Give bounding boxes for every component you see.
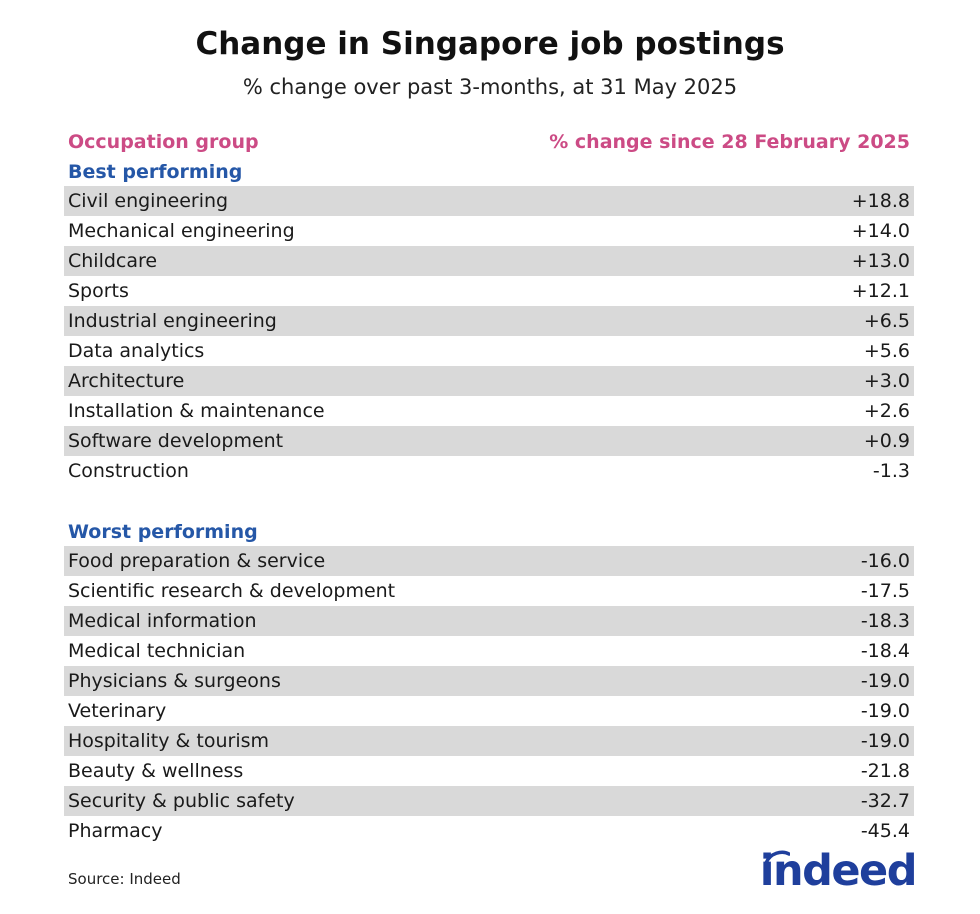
section-title: Best performing — [68, 161, 243, 183]
table-body: Best performing Civil engineering +18.8 Mec… — [64, 158, 914, 846]
indeed-logo: indeed — [760, 846, 918, 896]
table-row: Physicians & surgeons -19.0 — [64, 666, 914, 696]
table-row: Scientific research & development -17.5 — [64, 576, 914, 606]
row-label: Software development — [68, 430, 284, 452]
row-value: -19.0 — [860, 730, 910, 752]
row-value: -16.0 — [860, 550, 910, 572]
row-value: +14.0 — [851, 220, 910, 242]
table-row: Construction -1.3 — [64, 456, 914, 486]
row-value: -19.0 — [860, 700, 910, 722]
table-row: Data analytics +5.6 — [64, 336, 914, 366]
table-row: Food preparation & service -16.0 — [64, 546, 914, 576]
row-value: +13.0 — [851, 250, 910, 272]
table-row: Civil engineering +18.8 — [64, 186, 914, 216]
row-label: Sports — [68, 280, 129, 302]
chart-subtitle: % change over past 3-months, at 31 May 2… — [242, 75, 738, 99]
row-label: Veterinary — [68, 700, 167, 722]
row-label: Pharmacy — [68, 820, 163, 842]
row-label: Childcare — [68, 250, 158, 272]
chart-title: Change in Singapore job postings — [195, 26, 785, 62]
source-note: Source: Indeed — [68, 870, 181, 888]
row-label: Construction — [68, 460, 189, 482]
row-value: +18.8 — [851, 190, 910, 212]
row-value: +6.5 — [863, 310, 910, 332]
table-row: Beauty & wellness -21.8 — [64, 756, 914, 786]
row-value: +0.9 — [863, 430, 910, 452]
row-label: Mechanical engineering — [68, 220, 295, 242]
table-row: Software development +0.9 — [64, 426, 914, 456]
data-table: Occupation group % change since 28 Febru… — [64, 126, 914, 846]
table-row: Sports +12.1 — [64, 276, 914, 306]
table-row: Pharmacy -45.4 — [64, 816, 914, 846]
row-value: -17.5 — [860, 580, 910, 602]
row-value: -19.0 — [860, 670, 910, 692]
row-label: Security & public safety — [68, 790, 295, 812]
table-row: Medical technician -18.4 — [64, 636, 914, 666]
row-value: +12.1 — [851, 280, 910, 302]
table-row: Hospitality & tourism -19.0 — [64, 726, 914, 756]
row-value: +5.6 — [863, 340, 910, 362]
table-row: Architecture +3.0 — [64, 366, 914, 396]
row-label: Installation & maintenance — [68, 400, 325, 422]
row-value: -32.7 — [860, 790, 910, 812]
table-row: Security & public safety -32.7 — [64, 786, 914, 816]
table-header: Occupation group % change since 28 Febru… — [64, 126, 914, 158]
table-row: Childcare +13.0 — [64, 246, 914, 276]
table-row: Installation & maintenance +2.6 — [64, 396, 914, 426]
table-row: Veterinary -19.0 — [64, 696, 914, 726]
table-row: Industrial engineering +6.5 — [64, 306, 914, 336]
section-title: Worst performing — [68, 521, 258, 543]
logo-arc-icon — [764, 850, 790, 864]
row-label: Data analytics — [68, 340, 205, 362]
row-label: Food preparation & service — [68, 550, 326, 572]
column-header-occupation: Occupation group — [68, 131, 259, 153]
row-value: +2.6 — [863, 400, 910, 422]
table-row: Mechanical engineering +14.0 — [64, 216, 914, 246]
row-value: -18.4 — [860, 640, 910, 662]
row-value: -1.3 — [872, 460, 910, 482]
row-value: -45.4 — [860, 820, 910, 842]
row-label: Industrial engineering — [68, 310, 277, 332]
row-value: -18.3 — [860, 610, 910, 632]
row-label: Civil engineering — [68, 190, 229, 212]
row-value: +3.0 — [863, 370, 910, 392]
row-label: Physicians & surgeons — [68, 670, 281, 692]
row-label: Hospitality & tourism — [68, 730, 270, 752]
row-label: Beauty & wellness — [68, 760, 244, 782]
row-label: Medical information — [68, 610, 257, 632]
column-header-change: % change since 28 February 2025 — [549, 131, 910, 153]
table-row: Medical information -18.3 — [64, 606, 914, 636]
row-label: Scientific research & development — [68, 580, 396, 602]
row-label: Architecture — [68, 370, 185, 392]
row-value: -21.8 — [860, 760, 910, 782]
section-spacer — [64, 486, 914, 518]
row-label: Medical technician — [68, 640, 246, 662]
